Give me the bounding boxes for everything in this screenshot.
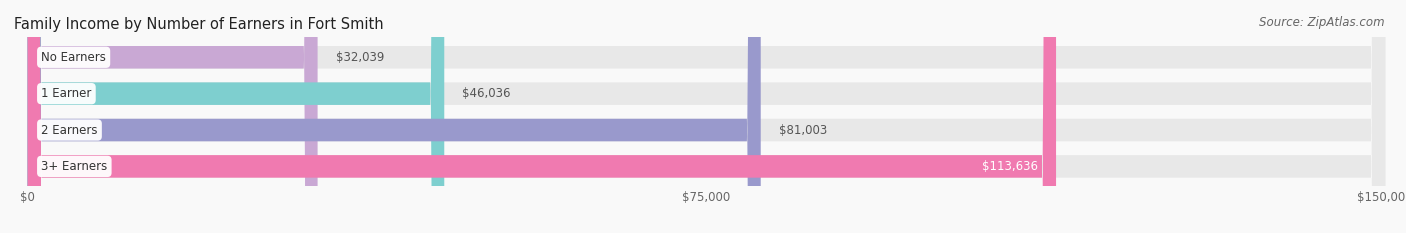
- Text: 1 Earner: 1 Earner: [41, 87, 91, 100]
- FancyBboxPatch shape: [28, 0, 318, 233]
- Text: 3+ Earners: 3+ Earners: [41, 160, 107, 173]
- Text: $32,039: $32,039: [336, 51, 384, 64]
- FancyBboxPatch shape: [28, 0, 761, 233]
- FancyBboxPatch shape: [28, 0, 1385, 233]
- Text: $46,036: $46,036: [463, 87, 510, 100]
- Text: $113,636: $113,636: [981, 160, 1038, 173]
- FancyBboxPatch shape: [28, 0, 1385, 233]
- Text: $81,003: $81,003: [779, 123, 827, 137]
- Text: Source: ZipAtlas.com: Source: ZipAtlas.com: [1260, 16, 1385, 29]
- FancyBboxPatch shape: [28, 0, 1385, 233]
- Text: 2 Earners: 2 Earners: [41, 123, 97, 137]
- Text: Family Income by Number of Earners in Fort Smith: Family Income by Number of Earners in Fo…: [14, 17, 384, 32]
- FancyBboxPatch shape: [28, 0, 1056, 233]
- Text: No Earners: No Earners: [41, 51, 105, 64]
- FancyBboxPatch shape: [28, 0, 444, 233]
- FancyBboxPatch shape: [28, 0, 1385, 233]
